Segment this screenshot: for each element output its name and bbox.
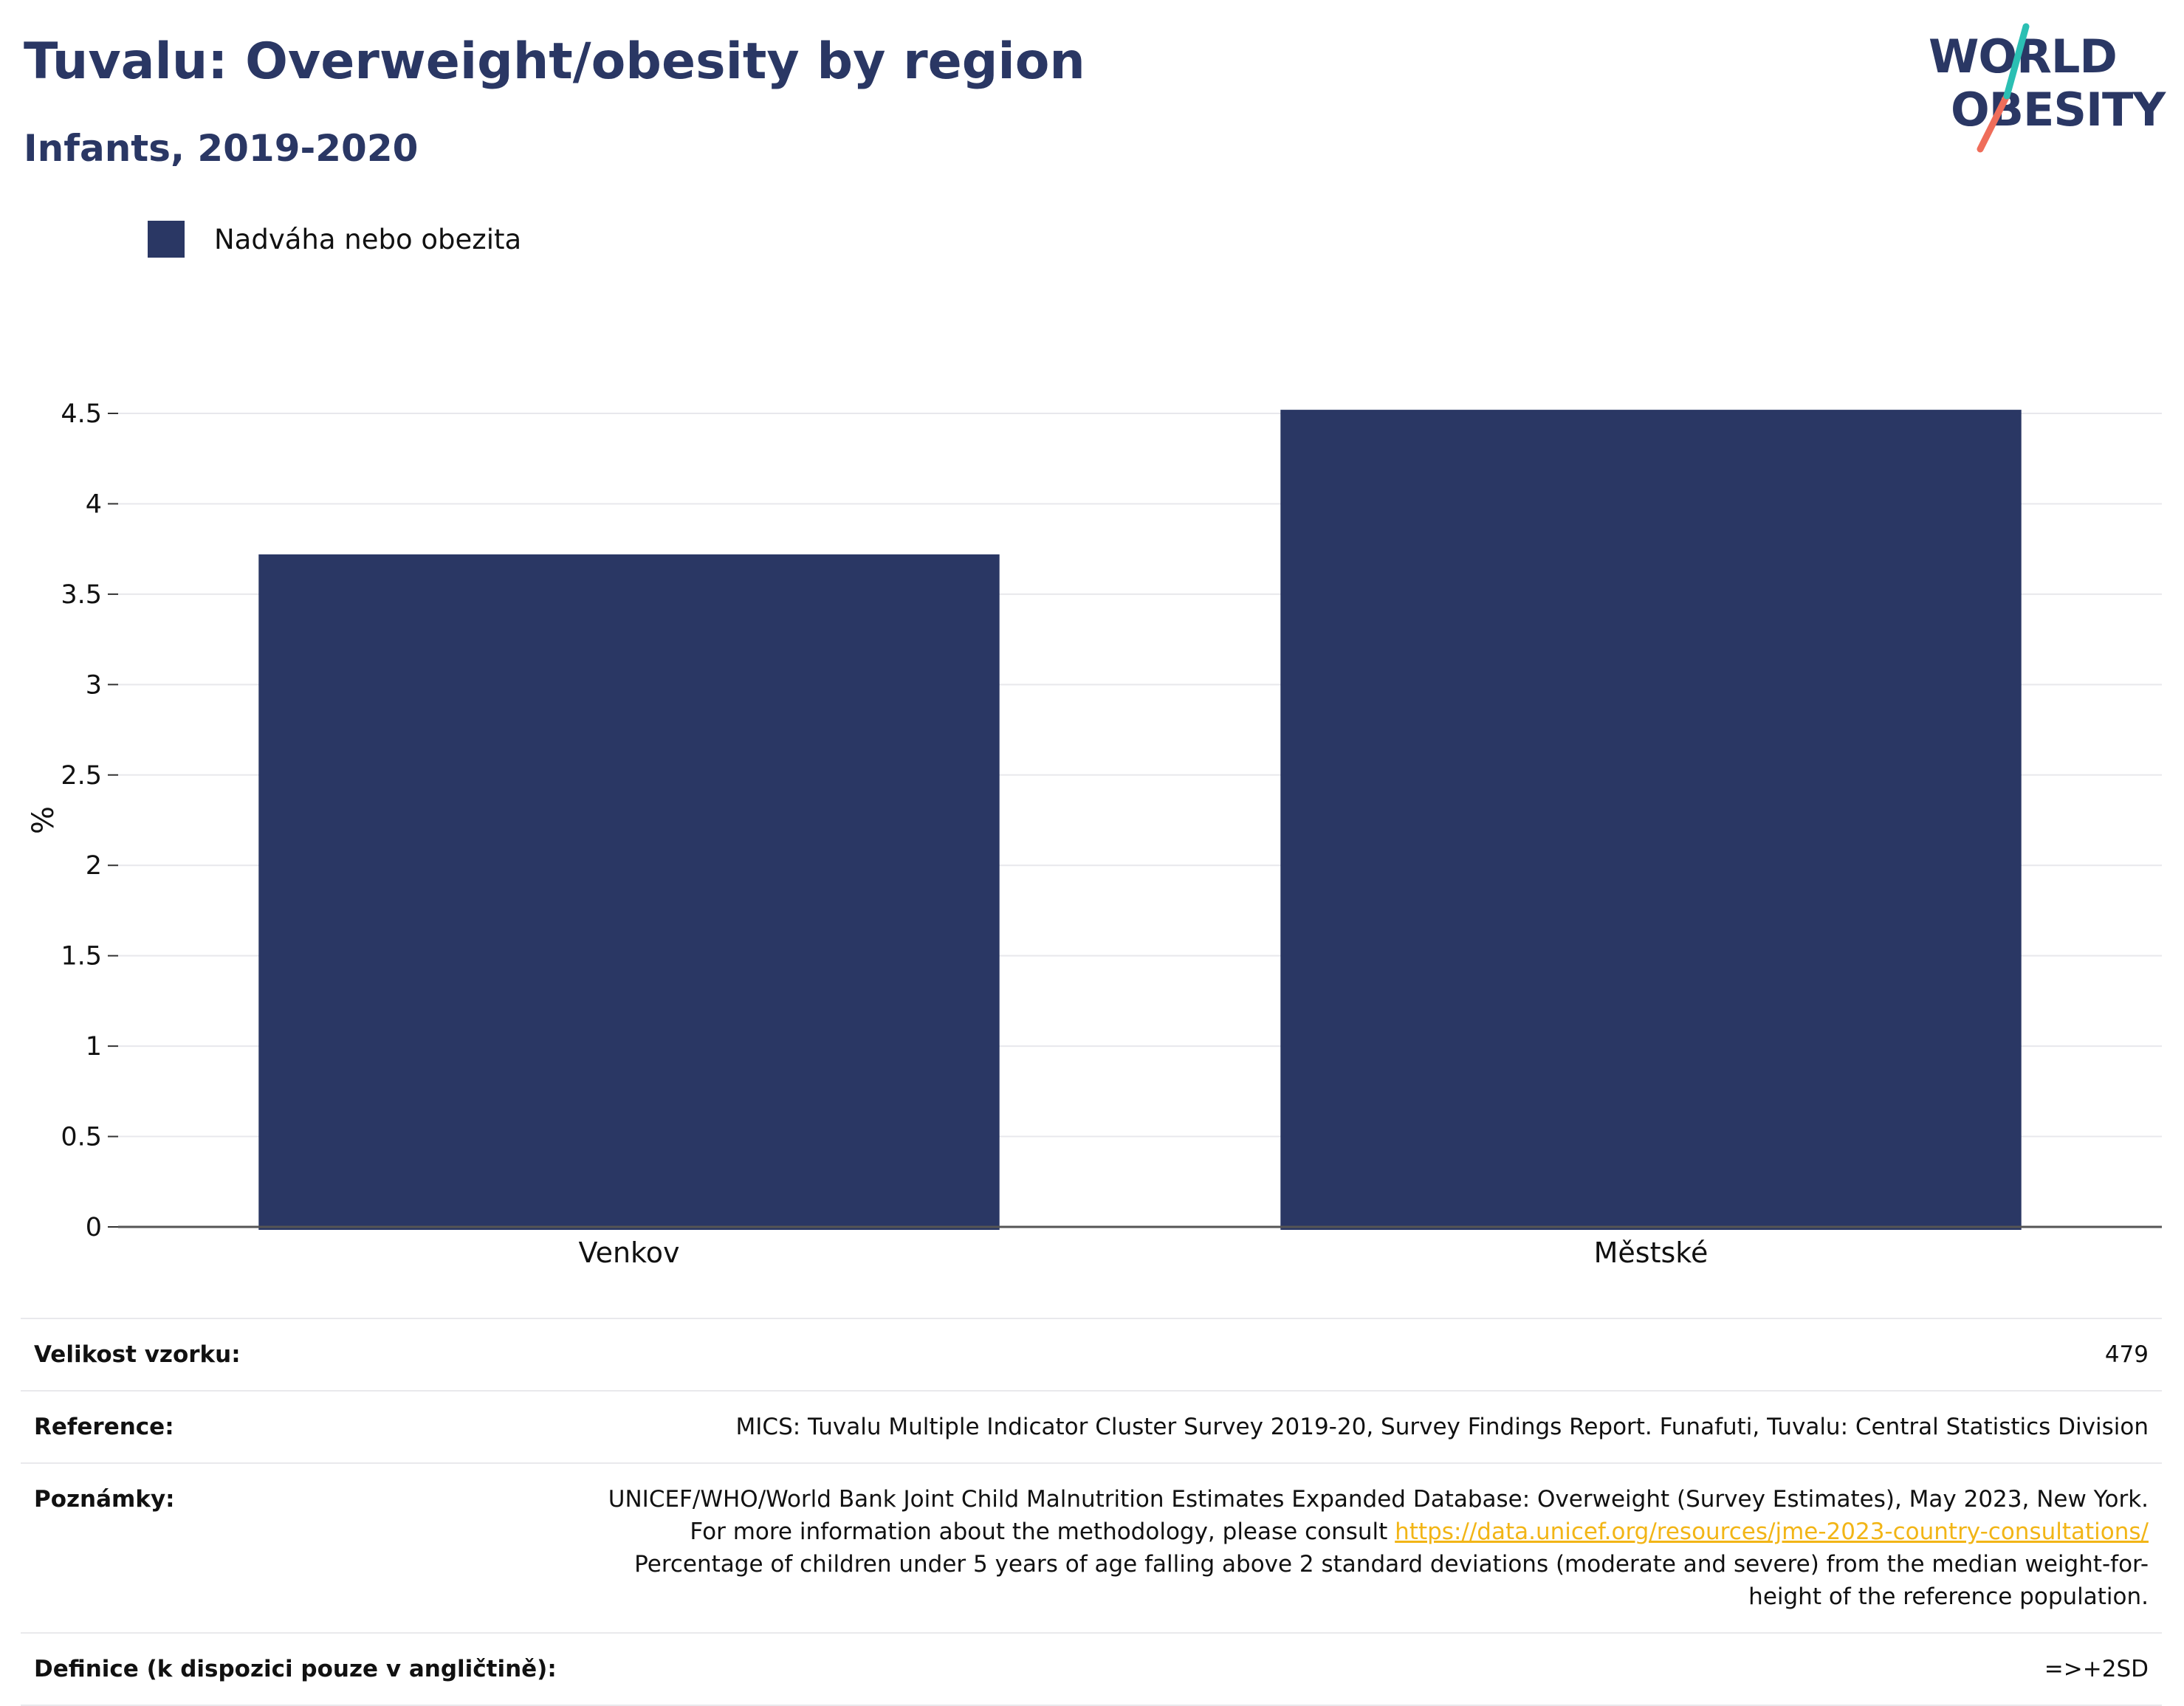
table-row: Velikost vzorku: 479 bbox=[21, 1318, 2162, 1391]
y-tick-label: 0 bbox=[86, 1213, 102, 1242]
notes-text: UNICEF/WHO/World Bank Joint Child Malnut… bbox=[608, 1486, 2149, 1545]
y-tick-label: 0.5 bbox=[61, 1123, 102, 1152]
y-tick-label: 2.5 bbox=[61, 761, 102, 791]
world-obesity-logo: WORLD OBESITY bbox=[1929, 23, 2167, 153]
y-tick-label: 3 bbox=[86, 670, 102, 700]
reference-value: MICS: Tuvalu Multiple Indicator Cluster … bbox=[569, 1390, 2162, 1463]
table-row: Definice (k dispozici pouze v angličtině… bbox=[21, 1632, 2162, 1706]
notes-definition-text: Percentage of children under 5 years of … bbox=[634, 1551, 2149, 1610]
chart-subtitle: Infants, 2019-2020 bbox=[24, 127, 419, 170]
y-tick-label: 4 bbox=[86, 489, 102, 519]
x-tick-label: Městské bbox=[1594, 1236, 1709, 1269]
notes-label: Poznámky: bbox=[21, 1462, 570, 1633]
bars bbox=[258, 410, 2022, 1230]
y-tick-label: 2 bbox=[86, 851, 102, 881]
definition-label: Definice (k dispozici pouze v angličtině… bbox=[21, 1632, 570, 1706]
sample-size-label: Velikost vzorku: bbox=[21, 1318, 570, 1391]
y-axis-label: % bbox=[27, 806, 61, 834]
svg-text:OBESITY: OBESITY bbox=[1951, 83, 2166, 137]
bar-chart: 0 0.5 1 1.5 2 2.5 3 3.5 4 4.5 Venkov Městské% bbox=[27, 399, 2162, 1269]
table-row: Reference: MICS: Tuvalu Multiple Indicat… bbox=[21, 1390, 2162, 1463]
x-tick-label: Venkov bbox=[579, 1236, 680, 1269]
legend-label: Nadváha nebo obezita bbox=[214, 223, 522, 255]
axes: 0 0.5 1 1.5 2 2.5 3 3.5 4 4.5 Venkov Městské% bbox=[27, 399, 2162, 1269]
bar bbox=[1280, 410, 2022, 1230]
y-tick-label: 1.5 bbox=[61, 942, 102, 971]
bar bbox=[258, 554, 1000, 1230]
legend-swatch bbox=[148, 221, 185, 258]
sample-size-value: 479 bbox=[569, 1318, 2162, 1391]
metadata-table: Velikost vzorku: 479 Reference: MICS: Tu… bbox=[21, 1318, 2162, 1706]
legend: Nadváha nebo obezita bbox=[148, 220, 521, 258]
reference-label: Reference: bbox=[21, 1390, 570, 1463]
y-tick-label: 3.5 bbox=[61, 580, 102, 610]
table-row: Poznámky: UNICEF/WHO/World Bank Joint Ch… bbox=[21, 1462, 2162, 1633]
methodology-link[interactable]: https://data.unicef.org/resources/jme-20… bbox=[1395, 1518, 2149, 1545]
notes-value: UNICEF/WHO/World Bank Joint Child Malnut… bbox=[569, 1462, 2162, 1633]
y-tick-label: 1 bbox=[86, 1032, 102, 1062]
y-tick-label: 4.5 bbox=[61, 399, 102, 429]
chart-title: Tuvalu: Overweight/obesity by region bbox=[24, 32, 1085, 91]
definition-value: =>+2SD bbox=[569, 1632, 2162, 1706]
